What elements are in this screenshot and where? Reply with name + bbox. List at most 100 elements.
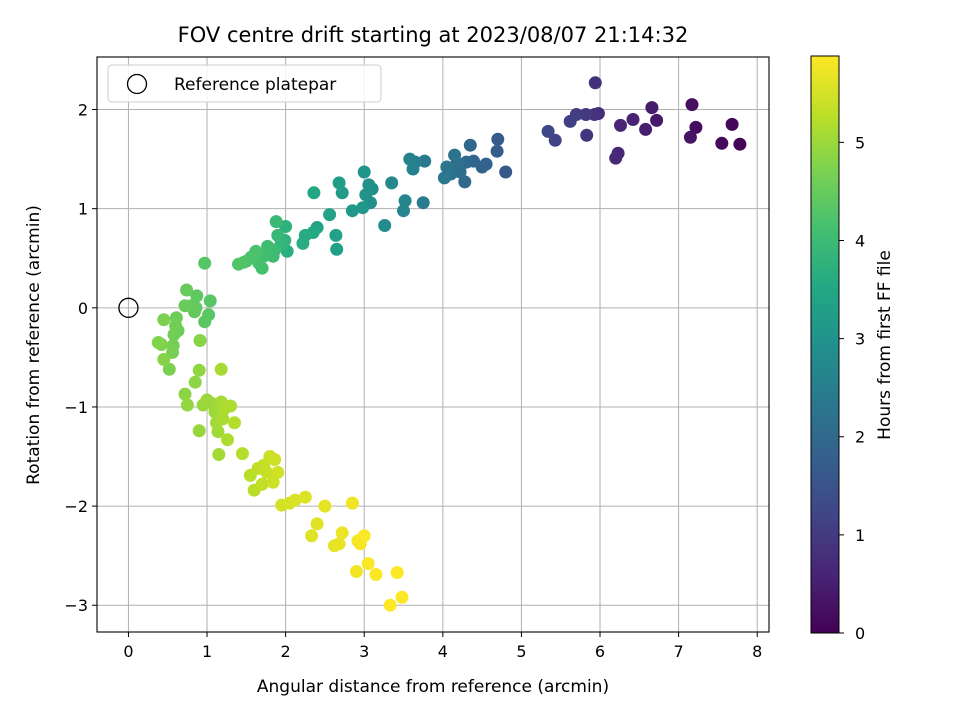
data-point (216, 412, 230, 426)
x-tick-label: 7 (674, 642, 684, 661)
data-point (212, 448, 226, 461)
data-point (418, 154, 432, 168)
x-axis-ticks: 0 1 2 3 4 5 6 7 8 (123, 632, 762, 661)
data-point (683, 130, 697, 144)
data-point (459, 155, 473, 169)
data-point (180, 283, 194, 297)
data-point (307, 186, 321, 200)
data-point (609, 151, 623, 165)
data-point (214, 362, 228, 376)
x-tick-label: 5 (516, 642, 526, 661)
data-point (329, 228, 343, 242)
data-point (298, 490, 312, 504)
plot-frame (96, 56, 770, 633)
data-point (224, 399, 238, 413)
data-point (310, 517, 324, 531)
data-point (579, 108, 593, 121)
data-points (151, 76, 747, 612)
data-point (345, 204, 359, 218)
data-point (180, 398, 194, 412)
data-point (162, 362, 176, 376)
data-point (157, 352, 171, 366)
data-point (626, 113, 640, 126)
data-point (332, 537, 346, 551)
data-point (398, 194, 412, 208)
data-point (151, 336, 165, 349)
data-point (397, 204, 410, 218)
x-tick-label: 2 (281, 642, 291, 661)
data-point (614, 118, 627, 132)
data-point (490, 144, 504, 158)
colorbar-gradient (810, 55, 840, 634)
data-point (178, 387, 192, 401)
colorbar-tick-label: 3 (855, 330, 865, 349)
y-axis-ticks: −3 −2 −1 0 1 2 (64, 101, 97, 615)
data-point (390, 566, 404, 579)
data-point (192, 424, 206, 438)
x-tick-label: 8 (752, 642, 762, 661)
legend-label: Reference platepar (174, 75, 336, 95)
data-point (266, 475, 280, 489)
data-point (203, 294, 217, 308)
data-point (268, 453, 282, 466)
data-point (232, 257, 245, 271)
data-point (255, 477, 269, 491)
data-point (541, 124, 555, 138)
data-point (580, 128, 594, 142)
data-point (385, 176, 399, 190)
data-point (359, 188, 373, 202)
data-point (271, 228, 285, 242)
x-tick-label: 6 (595, 642, 605, 661)
data-point (458, 175, 472, 189)
legend-marker-open-circle (126, 73, 148, 95)
data-point (689, 120, 703, 134)
data-point (406, 162, 420, 176)
data-point (190, 289, 204, 303)
data-point (650, 113, 664, 127)
data-point (332, 176, 346, 190)
data-point (211, 425, 225, 439)
y-tick-label: 2 (78, 101, 88, 120)
data-point (563, 114, 577, 128)
data-point (357, 529, 371, 543)
data-point (296, 236, 310, 250)
data-point (733, 137, 747, 151)
data-point (305, 529, 319, 543)
data-point (715, 136, 729, 150)
data-point (395, 590, 409, 604)
colorbar-tick-label: 4 (855, 231, 865, 250)
x-tick-label: 1 (202, 642, 212, 661)
data-point (335, 526, 349, 540)
x-tick-label: 0 (123, 642, 133, 661)
x-tick-label: 3 (359, 642, 369, 661)
data-point (378, 219, 392, 232)
data-point (157, 313, 171, 327)
colorbar-tick-label: 2 (855, 428, 865, 447)
data-point (288, 493, 302, 507)
data-point (188, 375, 202, 389)
data-point (261, 239, 275, 253)
data-point (198, 256, 212, 270)
data-point (448, 148, 462, 162)
data-point (416, 196, 430, 210)
data-point (178, 299, 192, 313)
data-point (166, 345, 179, 359)
data-point (403, 152, 417, 166)
data-point (437, 171, 451, 185)
y-tick-label: −1 (64, 398, 88, 417)
data-point (362, 178, 376, 192)
data-point (260, 465, 274, 479)
data-point (725, 117, 739, 131)
y-tick-label: −2 (64, 497, 88, 516)
data-point (167, 328, 181, 342)
data-point (356, 201, 370, 215)
y-tick-label: 0 (78, 299, 88, 318)
y-tick-label: 1 (78, 200, 88, 219)
data-point (235, 447, 249, 461)
data-point (639, 122, 653, 136)
data-point (228, 416, 241, 430)
data-point (323, 208, 337, 222)
colorbar-label: Hours from first FF file (875, 250, 895, 440)
colorbar-tick-label: 5 (855, 133, 865, 152)
